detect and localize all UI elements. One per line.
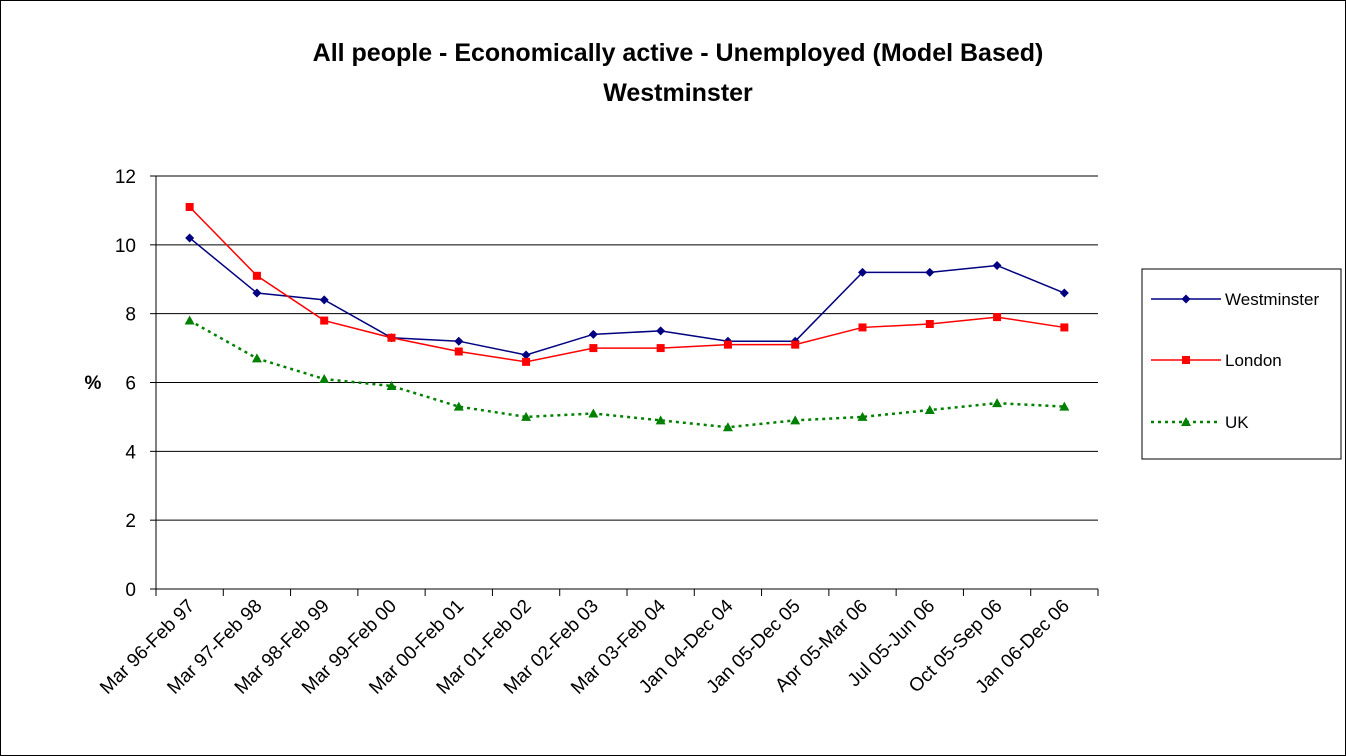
legend-london-marker <box>1182 356 1190 364</box>
london-data-point <box>858 323 867 332</box>
legend-uk-label: UK <box>1225 413 1249 432</box>
y-tick-label: 0 <box>125 580 136 601</box>
westminster-data-point <box>1059 288 1069 298</box>
westminster-data-point <box>454 336 464 346</box>
westminster-series-line <box>189 237 1065 356</box>
legend-box <box>1141 268 1342 460</box>
uk-data-point <box>790 415 801 425</box>
uk-data-point <box>319 374 330 384</box>
london-data-point <box>252 271 261 280</box>
london-data-point <box>925 319 934 328</box>
y-tick-labels: 0 2 4 6 8 10 12 <box>115 167 137 601</box>
london-data-point <box>791 340 800 349</box>
westminster-data-point <box>252 288 262 298</box>
y-tick-label: 6 <box>125 374 136 395</box>
westminster-data-point <box>858 267 867 277</box>
legend-uk-marker <box>1181 417 1191 426</box>
westminster-data-point <box>992 260 1002 270</box>
london-data-point <box>454 347 463 356</box>
y-tick-label: 12 <box>115 167 136 188</box>
westminster-data-point <box>588 329 598 339</box>
london-data-point <box>656 344 665 353</box>
uk-data-point <box>386 380 397 390</box>
westminster-data-point <box>185 233 195 243</box>
uk-data-point <box>1059 401 1070 411</box>
london-data-point <box>993 313 1002 322</box>
london-series-line <box>189 206 1065 363</box>
uk-data-point <box>588 408 599 418</box>
y-tick-label: 2 <box>125 511 136 532</box>
uk-data-point <box>184 315 195 325</box>
westminster-data-point <box>521 350 531 360</box>
uk-data-point <box>251 353 262 363</box>
axes <box>150 175 1099 596</box>
legend-london-label: London <box>1225 351 1282 370</box>
london-data-point <box>522 357 531 366</box>
chart-title: All people - Economically active - Unemp… <box>313 39 1044 67</box>
uk-data-point <box>722 422 733 432</box>
y-tick-label: 4 <box>125 442 136 463</box>
uk-data-point <box>521 411 532 421</box>
uk-data-point <box>924 405 935 415</box>
london-data-point <box>723 340 732 349</box>
westminster-data-point <box>656 326 666 336</box>
london-data-point <box>387 333 396 342</box>
london-data-point <box>185 202 194 211</box>
legend: Westminster London UK <box>1141 268 1342 460</box>
uk-data-point <box>453 401 464 411</box>
uk-data-point <box>992 398 1003 408</box>
uk-data-point <box>655 415 666 425</box>
legend-westminster-marker <box>1181 294 1191 304</box>
london-data-point <box>320 316 329 325</box>
series-lines <box>184 202 1070 432</box>
y-tick-label: 8 <box>125 305 136 326</box>
chart-subtitle: Westminster <box>603 79 753 107</box>
y-tick-label: 10 <box>115 236 136 257</box>
westminster-data-point <box>319 295 329 305</box>
westminster-data-point <box>925 267 935 277</box>
uk-data-point <box>857 411 868 421</box>
legend-westminster-label: Westminster <box>1225 290 1319 309</box>
london-data-point <box>1060 323 1069 332</box>
y-axis-label: % <box>85 373 102 394</box>
london-data-point <box>589 344 598 353</box>
